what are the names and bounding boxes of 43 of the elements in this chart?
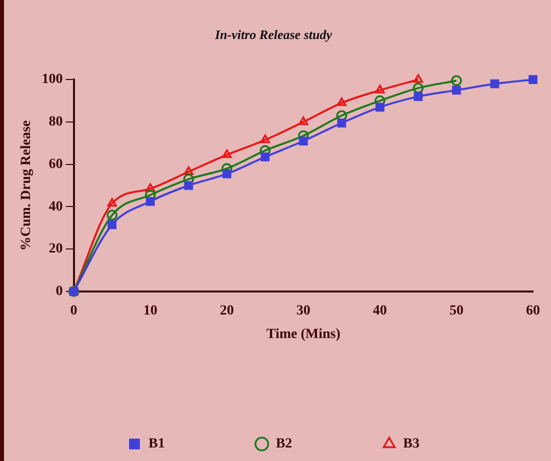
x-tick-label: 30: [296, 303, 310, 318]
point: [375, 84, 385, 94]
point: [222, 169, 232, 178]
y-tick-label: 60: [48, 156, 63, 172]
point: [414, 92, 423, 101]
point: [106, 210, 118, 221]
point: [490, 79, 500, 88]
point: [222, 149, 232, 158]
point: [260, 152, 270, 162]
legend-label: B3: [403, 436, 420, 452]
y-axis-title: %Cum. Drug Release: [19, 120, 34, 251]
point: [528, 75, 538, 84]
x-tick-label: 50: [449, 303, 464, 318]
point: [184, 166, 194, 175]
point: [451, 75, 462, 86]
y-tick-label: 40: [48, 199, 63, 214]
point: [146, 196, 155, 206]
y-tick-label: 20: [48, 242, 63, 257]
x-tick-label: 10: [143, 303, 158, 318]
y-tick-label: 80: [48, 114, 63, 130]
chart-title: In-vitro Release study: [214, 27, 332, 42]
point: [452, 86, 461, 95]
point: [107, 198, 117, 207]
point: [412, 82, 424, 94]
point: [146, 183, 156, 192]
point: [376, 102, 384, 112]
legend-label: B1: [148, 436, 165, 452]
legend-label: B2: [276, 436, 292, 452]
point: [260, 134, 270, 144]
point: [298, 136, 308, 146]
point: [337, 118, 346, 128]
x-tick-label: 40: [372, 303, 387, 318]
x-tick-label: 0: [70, 303, 78, 318]
point: [184, 181, 194, 190]
point: [413, 74, 423, 83]
y-tick-label: 0: [56, 284, 63, 300]
x-tick-label: 60: [526, 303, 540, 318]
y-tick-label: 100: [42, 72, 63, 88]
point: [108, 220, 116, 230]
x-axis-title: Time (Mins): [266, 327, 341, 342]
x-tick-label: 20: [220, 303, 234, 318]
point: [336, 98, 346, 106]
point: [298, 116, 308, 126]
